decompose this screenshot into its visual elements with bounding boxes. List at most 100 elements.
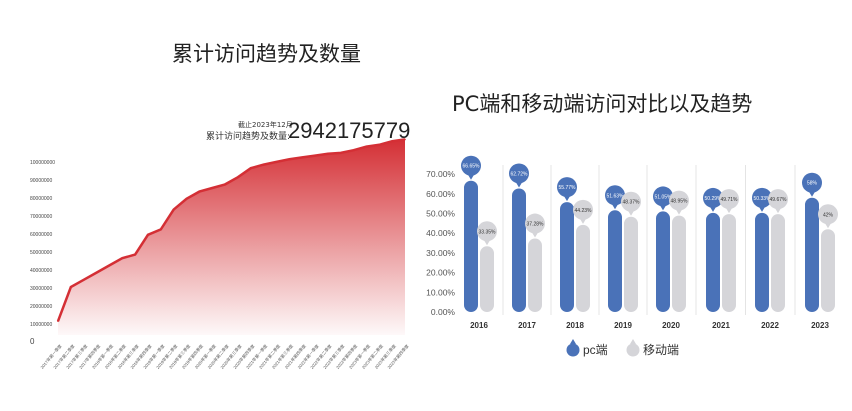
data-point — [391, 140, 393, 142]
data-point — [108, 264, 111, 267]
data-point — [352, 149, 355, 151]
value-bubble — [525, 213, 545, 234]
data-point — [121, 257, 124, 260]
data-point — [95, 271, 98, 274]
bubble-pointer — [564, 196, 570, 202]
bar-pc — [805, 197, 819, 312]
right-chart-title: PC端和移动端访问对比以及趋势 — [452, 92, 753, 116]
value-bubble — [802, 172, 822, 193]
data-point — [211, 187, 214, 189]
x-tick-label: 2018 — [566, 321, 584, 330]
data-point — [288, 158, 291, 160]
data-label: 49.67% — [770, 197, 788, 203]
y-tick-label: 10.00% — [426, 287, 455, 297]
data-point — [301, 156, 303, 159]
value-bubble — [768, 189, 788, 210]
bar-mobile — [722, 214, 736, 312]
data-label: 51.05% — [655, 194, 673, 200]
bar-pc — [706, 212, 720, 312]
data-label: 48.95% — [671, 199, 689, 205]
x-tick-label: 2016 — [470, 321, 488, 330]
data-point — [224, 183, 226, 186]
bar-mobile — [576, 224, 590, 312]
data-label: 48.37% — [623, 200, 641, 206]
y-tick-label: 70000000 — [30, 214, 52, 220]
data-point — [134, 253, 136, 256]
data-label: 33.35% — [479, 229, 497, 235]
bar-mobile — [672, 215, 686, 312]
bar-mobile — [480, 246, 494, 312]
y-tick-label: 70.00% — [426, 169, 455, 179]
y-tick-label: 30.00% — [426, 248, 455, 258]
y-tick-label: 40.00% — [426, 228, 455, 238]
area-line — [56, 138, 406, 322]
data-label: 58% — [807, 181, 818, 187]
y-tick-label: 0 — [30, 337, 35, 346]
bubble-pointer — [628, 210, 634, 216]
y-tick-label: 50000000 — [30, 250, 52, 256]
data-label: 62.72% — [511, 171, 529, 177]
data-point — [160, 228, 162, 231]
bar-pc — [608, 210, 622, 312]
x-tick-label: 2019 — [614, 321, 632, 330]
data-label: 37.28% — [527, 222, 545, 228]
bar-pc — [755, 212, 769, 312]
data-point — [365, 145, 368, 148]
value-bubble — [557, 177, 577, 198]
data-point — [198, 190, 201, 193]
y-tick-label: 20000000 — [30, 304, 52, 310]
data-point — [404, 138, 406, 141]
bar-mobile — [624, 216, 638, 312]
value-bubble — [653, 186, 673, 207]
value-bubble — [573, 199, 593, 220]
data-point — [237, 176, 239, 178]
data-label: 51.63% — [607, 193, 625, 199]
data-point — [327, 153, 329, 155]
bubble-pointer — [775, 208, 781, 214]
y-tick-label: 50.00% — [426, 209, 455, 219]
bubble-pointer — [484, 240, 490, 246]
data-point — [275, 161, 278, 163]
data-point — [314, 154, 316, 157]
bar-pc — [656, 211, 670, 312]
value-bubble — [605, 185, 625, 206]
x-tick-label: 2020 — [662, 321, 680, 330]
y-tick-label: 30000000 — [30, 286, 52, 292]
value-bubble — [621, 191, 641, 212]
cumulative-total: 2942175779 — [288, 118, 411, 143]
value-bubble — [509, 163, 529, 184]
x-tick-label: 2017 — [518, 321, 536, 330]
as-of-date: 截止2023年12月 — [238, 121, 293, 129]
data-label: 50.33% — [754, 196, 772, 202]
bubble-pointer — [825, 223, 831, 229]
y-tick-label: 0.00% — [431, 307, 456, 317]
bubble-pointer — [726, 208, 732, 214]
data-label: 66.65% — [463, 164, 481, 170]
bubble-pointer — [676, 209, 682, 215]
data-point — [262, 163, 265, 166]
value-bubble — [818, 204, 838, 225]
cumulative-label: 累计访问趋势及数量: — [206, 132, 291, 142]
bar-pc — [464, 180, 478, 312]
x-tick-label: 2022 — [761, 321, 779, 330]
x-tick-label: 2023 — [811, 321, 829, 330]
area-fill — [58, 139, 405, 335]
data-label: 44.23% — [575, 208, 593, 214]
bar-mobile — [528, 238, 542, 312]
legend-marker-mobile — [626, 343, 640, 357]
left-chart-title: 累计访问趋势及数量 — [172, 42, 361, 66]
data-point — [147, 234, 149, 236]
value-bubble — [752, 187, 772, 208]
bubble-pointer — [809, 191, 815, 197]
data-label: 49.71% — [721, 197, 739, 203]
data-point — [249, 167, 252, 169]
bubble-pointer — [516, 182, 522, 188]
data-point — [82, 279, 85, 281]
data-label: 50.29% — [705, 196, 723, 202]
y-tick-label: 40000000 — [30, 268, 52, 274]
value-bubble — [669, 190, 689, 211]
legend-label: pc端 — [583, 343, 608, 357]
data-point — [339, 152, 342, 154]
bubble-pointer — [532, 232, 538, 238]
